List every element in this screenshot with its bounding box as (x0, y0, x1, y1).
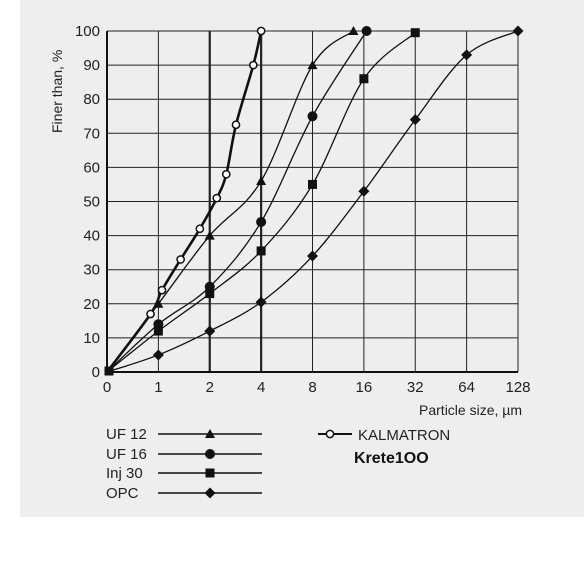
data-point-inj30 (205, 289, 215, 299)
y-tick-label: 10 (83, 330, 100, 347)
data-point-kalmatron (176, 255, 185, 264)
x-tick-label: 2 (206, 379, 214, 396)
legend-marker (205, 449, 215, 459)
data-point-kalmatron (248, 60, 258, 70)
legend-brand-label: Krete1OO (354, 450, 429, 467)
x-tick-label: 32 (407, 379, 424, 396)
data-point-opc (204, 325, 216, 337)
grid (107, 30, 519, 372)
y-tick-label: 70 (83, 125, 100, 142)
data-point-opc (461, 49, 473, 61)
x-tick-label: 128 (505, 379, 530, 396)
legend-marker (205, 429, 215, 438)
data-point-opc (358, 185, 370, 197)
y-tick-label: 60 (83, 159, 100, 176)
series-layer (104, 25, 524, 376)
legend-marker-kalmatron (325, 429, 335, 439)
legend-marker (205, 468, 215, 478)
x-tick-label: 16 (356, 379, 373, 396)
axes: 0 10 20 30 40 50 60 70 80 90 100 0 1 2 4 8 16 32 64 128 (75, 23, 531, 396)
series-line-opc (106, 30, 519, 373)
x-tick-label: 1 (154, 379, 162, 396)
data-point-uf16 (361, 26, 372, 36)
data-point-opc (409, 114, 421, 126)
y-tick-label: 90 (83, 57, 100, 74)
data-point-opc (152, 349, 164, 361)
y-tick-label: 30 (83, 262, 100, 279)
x-axis-label: Particle size, µm (419, 402, 522, 418)
data-point-kalmatron (212, 193, 222, 203)
legend-marker (204, 487, 216, 499)
data-point-inj30 (256, 246, 266, 256)
data-point-kalmatron (231, 120, 241, 130)
data-point-opc (255, 296, 267, 308)
data-point-inj30 (359, 74, 369, 84)
data-point-kalmatron (221, 169, 231, 179)
data-point-kalmatron (146, 309, 155, 319)
series-opc (106, 25, 524, 373)
data-point-inj30 (308, 179, 317, 189)
data-point-kalmatron (157, 285, 167, 295)
x-tick-label: 4 (257, 379, 265, 396)
data-point-uf12 (348, 26, 359, 35)
y-axis-label: Finer than, % (49, 50, 65, 133)
data-point-uf16 (307, 111, 318, 122)
y-tick-label: 20 (83, 296, 100, 313)
data-point-kalmatron (256, 26, 266, 36)
y-tick-label: 40 (83, 228, 100, 245)
legend-label-inj30: Inj 30 (106, 465, 143, 482)
series-line-kalmatron (105, 30, 263, 373)
series-inj30 (106, 28, 420, 373)
legend-label-opc: OPC (106, 485, 139, 502)
data-point-inj30 (153, 326, 163, 336)
y-tick-label: 80 (83, 91, 100, 108)
x-tick-label: 8 (308, 379, 316, 396)
x-tick-label: 0 (103, 379, 111, 396)
data-point-uf12 (204, 230, 215, 240)
data-point-opc (307, 250, 318, 262)
data-point-inj30 (410, 28, 420, 38)
y-tick-label: 100 (75, 23, 100, 40)
legend-label-uf16: UF 16 (106, 446, 147, 463)
legend-label-kalmatron: KALMATRON (358, 427, 450, 444)
y-tick-label: 0 (92, 364, 100, 381)
data-point-uf12 (307, 60, 318, 70)
data-point-kalmatron (195, 224, 205, 234)
data-point-opc (512, 25, 524, 37)
legend-label-uf12: UF 12 (106, 426, 147, 443)
series-kalmatron (105, 26, 266, 373)
x-tick-label: 64 (458, 379, 475, 396)
data-point-uf16 (256, 216, 267, 227)
y-tick-label: 50 (83, 194, 100, 211)
data-point-uf12 (256, 176, 267, 186)
legend: UF 12 UF 16 Inj 30 OPC KALMATRON Krete1O… (106, 426, 450, 502)
